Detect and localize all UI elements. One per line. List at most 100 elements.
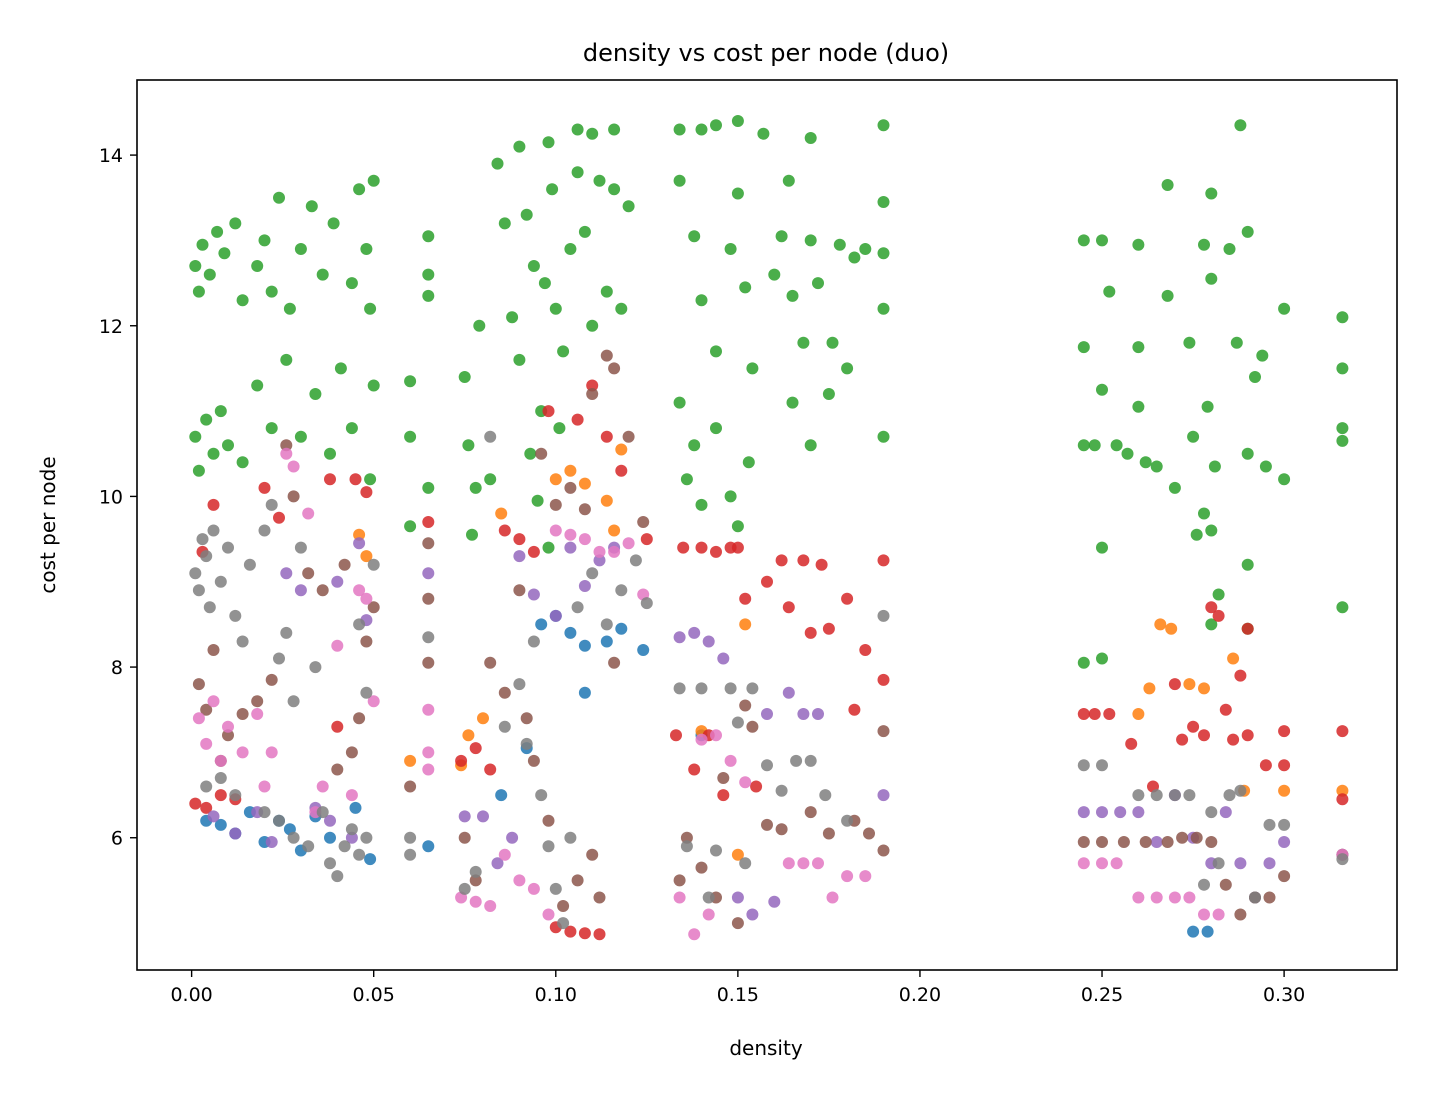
data-point	[1117, 836, 1130, 848]
data-point	[1263, 891, 1276, 904]
data-point	[593, 174, 606, 187]
data-point	[1077, 836, 1090, 848]
data-point	[207, 644, 220, 656]
data-point	[786, 396, 799, 409]
data-point	[600, 430, 613, 443]
x-axis: 0.00 0.05 0.10 0.15 0.20 0.25 0.30	[170, 970, 1305, 1006]
series-3	[189, 115, 1349, 669]
points-layer	[189, 115, 1349, 941]
data-point	[724, 243, 737, 255]
data-point	[782, 686, 795, 699]
data-point	[571, 874, 584, 887]
data-point	[670, 729, 682, 742]
data-point	[1103, 708, 1116, 720]
data-point	[717, 772, 730, 784]
data-point	[192, 712, 205, 725]
data-point	[586, 379, 599, 392]
data-point	[1336, 311, 1349, 324]
data-point	[578, 927, 591, 940]
data-point	[367, 379, 380, 392]
data-point	[673, 396, 686, 409]
data-point	[360, 243, 373, 255]
data-point	[462, 439, 475, 452]
data-point	[608, 362, 621, 375]
data-point	[615, 622, 628, 635]
data-point	[538, 277, 551, 290]
data-point	[200, 703, 213, 716]
data-point	[564, 464, 577, 477]
data-point	[1183, 678, 1196, 691]
y-tick-label: 8	[111, 657, 123, 679]
data-point	[841, 870, 854, 883]
data-point	[775, 230, 788, 243]
data-point	[826, 891, 839, 904]
data-point	[1168, 891, 1181, 904]
data-point	[578, 225, 591, 238]
data-point	[804, 806, 817, 819]
data-point	[680, 473, 693, 486]
data-point	[739, 592, 752, 605]
data-point	[848, 703, 861, 716]
data-point	[600, 285, 613, 298]
data-point	[236, 708, 249, 720]
data-point	[331, 763, 344, 776]
data-point	[345, 823, 358, 836]
data-point	[535, 618, 548, 631]
data-point	[761, 575, 773, 588]
data-point	[513, 353, 526, 366]
data-point	[542, 840, 555, 853]
data-point	[746, 908, 759, 921]
data-point	[593, 928, 606, 941]
data-point	[1227, 733, 1240, 746]
data-point	[1234, 784, 1247, 797]
data-point	[695, 541, 708, 554]
data-point	[192, 584, 205, 597]
data-point	[469, 865, 482, 878]
data-point	[724, 682, 737, 695]
data-point	[877, 844, 890, 857]
y-tick-label: 10	[99, 486, 123, 508]
data-point	[1241, 622, 1254, 635]
data-point	[1336, 793, 1349, 806]
data-point	[1234, 669, 1247, 682]
data-point	[498, 686, 511, 699]
data-point	[469, 481, 482, 494]
data-point	[283, 302, 296, 315]
x-tick-label: 0.15	[717, 984, 759, 1006]
data-point	[422, 230, 435, 243]
data-point	[251, 695, 264, 708]
data-point	[498, 720, 511, 733]
data-point	[564, 481, 577, 494]
x-tick-label: 0.30	[1263, 984, 1305, 1006]
data-point	[360, 550, 373, 563]
data-point	[1096, 759, 1108, 772]
data-point	[549, 498, 562, 511]
data-point	[527, 635, 540, 648]
data-point	[345, 746, 358, 759]
data-point	[804, 626, 817, 639]
data-point	[702, 908, 715, 921]
data-point	[316, 780, 329, 793]
data-point	[527, 882, 540, 895]
data-point	[1114, 806, 1127, 819]
data-point	[422, 481, 435, 494]
data-point	[877, 430, 890, 443]
data-point	[640, 533, 653, 546]
data-point	[1212, 857, 1225, 870]
data-point	[859, 243, 872, 255]
data-point	[1150, 789, 1163, 802]
data-point	[739, 618, 752, 631]
data-point	[688, 928, 701, 941]
data-point	[768, 268, 781, 281]
data-point	[542, 814, 555, 827]
data-point	[1077, 708, 1090, 720]
data-point	[455, 754, 468, 767]
data-point	[1187, 925, 1200, 938]
data-point	[761, 759, 773, 772]
data-point	[673, 874, 686, 887]
data-point	[1212, 588, 1225, 601]
data-point	[1241, 558, 1254, 571]
data-point	[458, 810, 471, 823]
data-point	[200, 801, 213, 814]
data-point	[524, 447, 537, 460]
